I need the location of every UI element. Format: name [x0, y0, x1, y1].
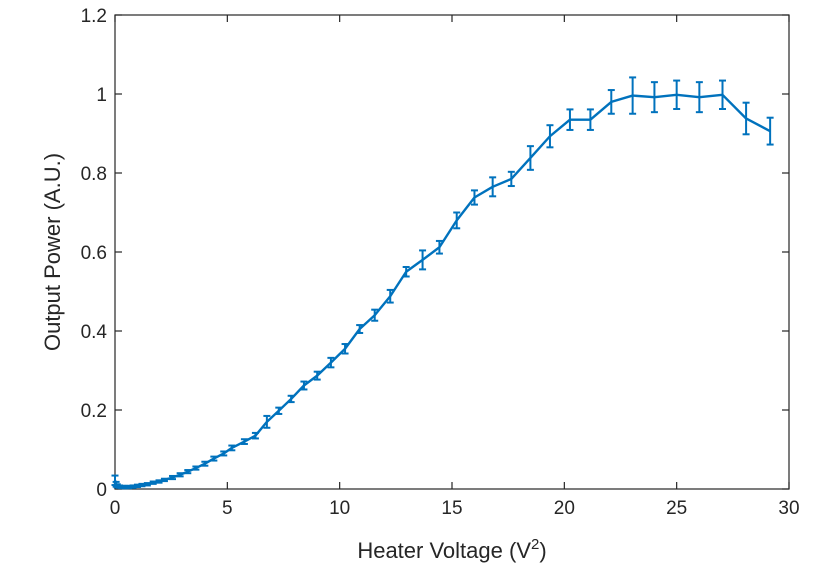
x-axis-label: Heater Voltage (V2)	[357, 536, 546, 563]
plot-frame	[114, 14, 790, 490]
x-tick-label: 20	[554, 498, 575, 519]
error-bar	[149, 480, 157, 485]
error-bar	[160, 477, 168, 483]
x-tick-label: 30	[778, 498, 799, 519]
x-tick-label: 10	[329, 498, 350, 519]
series-layer	[111, 76, 774, 490]
error-bar	[673, 79, 681, 111]
y-tick-label: 0.8	[81, 164, 107, 185]
error-bar	[435, 239, 443, 255]
error-bar	[287, 394, 295, 404]
error-bar	[742, 101, 750, 136]
error-bar	[251, 431, 259, 440]
error-bar	[220, 450, 228, 457]
error-bar	[240, 438, 248, 445]
x-tick-label: 15	[441, 498, 462, 519]
y-tick-label: 1.2	[81, 6, 107, 27]
error-bar	[419, 249, 427, 271]
error-bar	[766, 116, 774, 146]
x-tick-label: 0	[110, 498, 121, 519]
y-tick-label: 1	[96, 85, 107, 106]
error-bar	[489, 176, 497, 198]
error-bar	[402, 266, 410, 278]
error-bar	[263, 414, 271, 429]
error-bar	[650, 81, 658, 114]
y-axis-label: Output Power (A.U.)	[40, 153, 65, 351]
error-bar	[275, 406, 283, 415]
y-axis: 0 0.2 0.4 0.6 0.8 1 1.2	[81, 6, 789, 501]
error-bar	[176, 472, 184, 478]
error-bar	[143, 482, 151, 487]
y-tick-label: 0	[96, 480, 107, 501]
error-bar	[546, 124, 554, 149]
error-bar	[228, 444, 236, 452]
x-tick-label: 25	[666, 498, 687, 519]
error-bar	[192, 465, 200, 471]
x-tick-label: 5	[222, 498, 233, 519]
error-bar	[526, 145, 534, 171]
x-axis: 0 5 10 15 20 25 30	[110, 15, 800, 519]
error-bar	[327, 356, 335, 369]
error-bar	[507, 170, 515, 188]
error-bar	[629, 76, 637, 115]
error-bar	[210, 455, 218, 462]
error-bar	[356, 324, 364, 334]
y-tick-label: 0.2	[81, 401, 107, 422]
error-bar	[201, 460, 209, 467]
plot-area	[114, 14, 790, 490]
error-bar	[341, 343, 349, 355]
y-tick-label: 0.4	[81, 322, 108, 343]
error-bar	[695, 81, 703, 114]
error-bar	[300, 380, 308, 391]
error-bar	[566, 108, 574, 131]
error-bar	[607, 89, 615, 115]
error-bar	[371, 308, 379, 322]
error-bar	[313, 370, 321, 381]
error-bar	[718, 79, 726, 111]
y-tick-label: 0.6	[81, 243, 107, 264]
error-bar	[586, 108, 594, 131]
error-bar	[184, 469, 192, 475]
error-bar	[386, 288, 394, 304]
error-bar	[453, 211, 461, 230]
error-bar	[470, 189, 478, 206]
error-bar	[169, 474, 177, 481]
